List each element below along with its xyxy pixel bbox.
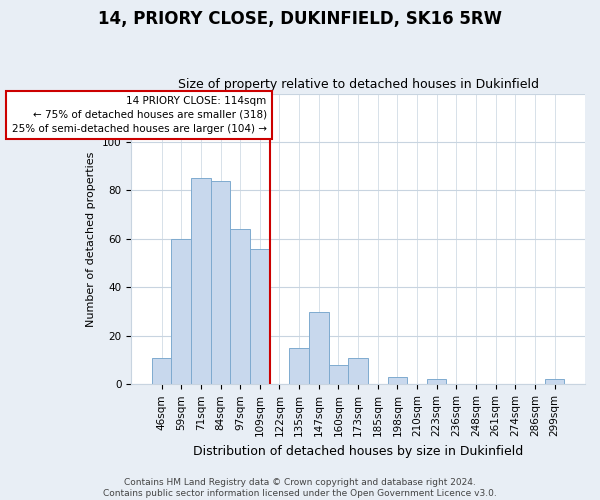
Y-axis label: Number of detached properties: Number of detached properties <box>86 151 96 326</box>
Bar <box>289 348 309 385</box>
Text: 14, PRIORY CLOSE, DUKINFIELD, SK16 5RW: 14, PRIORY CLOSE, DUKINFIELD, SK16 5RW <box>98 10 502 28</box>
Bar <box>388 377 407 384</box>
Bar <box>172 239 191 384</box>
Title: Size of property relative to detached houses in Dukinfield: Size of property relative to detached ho… <box>178 78 539 91</box>
Bar <box>329 365 348 384</box>
Bar <box>191 178 211 384</box>
Bar <box>250 248 269 384</box>
Bar <box>152 358 172 384</box>
Bar <box>348 358 368 384</box>
Bar <box>211 181 230 384</box>
Bar <box>309 312 329 384</box>
Bar <box>427 380 446 384</box>
Text: 14 PRIORY CLOSE: 114sqm
← 75% of detached houses are smaller (318)
25% of semi-d: 14 PRIORY CLOSE: 114sqm ← 75% of detache… <box>11 96 266 134</box>
Text: Contains HM Land Registry data © Crown copyright and database right 2024.
Contai: Contains HM Land Registry data © Crown c… <box>103 478 497 498</box>
Bar <box>230 229 250 384</box>
X-axis label: Distribution of detached houses by size in Dukinfield: Distribution of detached houses by size … <box>193 444 523 458</box>
Bar <box>545 380 565 384</box>
